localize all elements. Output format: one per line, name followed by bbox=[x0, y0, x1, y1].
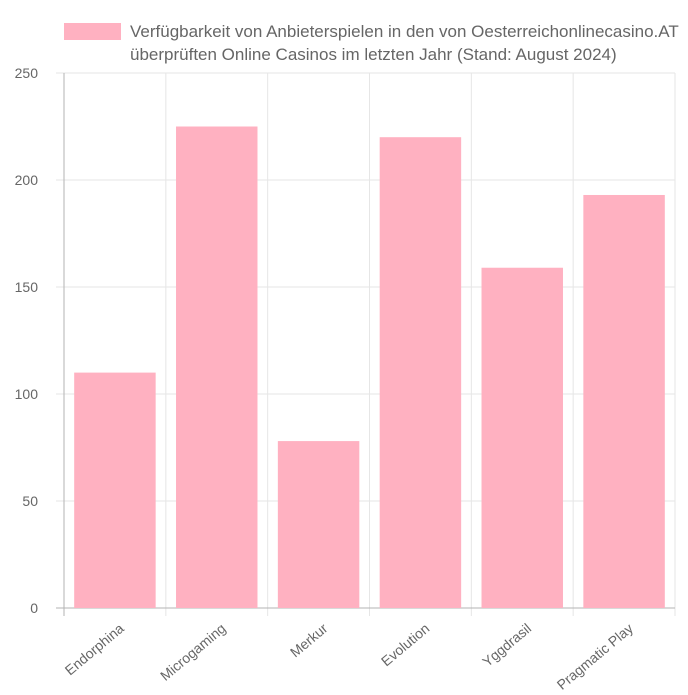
x-tick-label: Endorphina bbox=[62, 620, 127, 678]
legend-label-line-1: Verfügbarkeit von Anbieterspielen in den… bbox=[130, 22, 679, 41]
axes bbox=[56, 73, 675, 616]
x-tick-label: Evolution bbox=[378, 620, 432, 669]
y-axis-ticks: 0 50 100 150 200 250 bbox=[15, 65, 39, 616]
y-tick-label: 200 bbox=[15, 172, 39, 188]
legend-label-line-2: überprüften Online Casinos im letzten Ja… bbox=[130, 45, 617, 64]
y-tick-label: 150 bbox=[15, 279, 39, 295]
x-tick-label: Pragmatic Play bbox=[554, 620, 636, 693]
legend-swatch bbox=[64, 23, 121, 40]
bar-microgaming[interactable] bbox=[176, 126, 258, 609]
bar-merkur[interactable] bbox=[277, 441, 360, 608]
bar-evolution[interactable] bbox=[379, 137, 462, 608]
bar-endorphina[interactable] bbox=[74, 372, 156, 608]
y-tick-label: 50 bbox=[22, 493, 38, 509]
x-tick-label: Microgaming bbox=[157, 620, 229, 684]
bar-yggdrasil[interactable] bbox=[481, 267, 563, 608]
gridlines bbox=[56, 72, 676, 616]
legend[interactable]: Verfügbarkeit von Anbieterspielen in den… bbox=[64, 22, 679, 64]
x-axis-ticks: Endorphina Microgaming Merkur Evolution Yggd… bbox=[62, 620, 636, 693]
y-tick-label: 100 bbox=[15, 386, 39, 402]
y-tick-label: 250 bbox=[15, 65, 39, 81]
x-tick-label: Merkur bbox=[287, 620, 331, 660]
bar-pragmatic-play[interactable] bbox=[583, 194, 665, 609]
y-tick-label: 0 bbox=[30, 600, 38, 616]
x-tick-label: Yggdrasil bbox=[479, 620, 534, 670]
bars bbox=[74, 126, 665, 609]
